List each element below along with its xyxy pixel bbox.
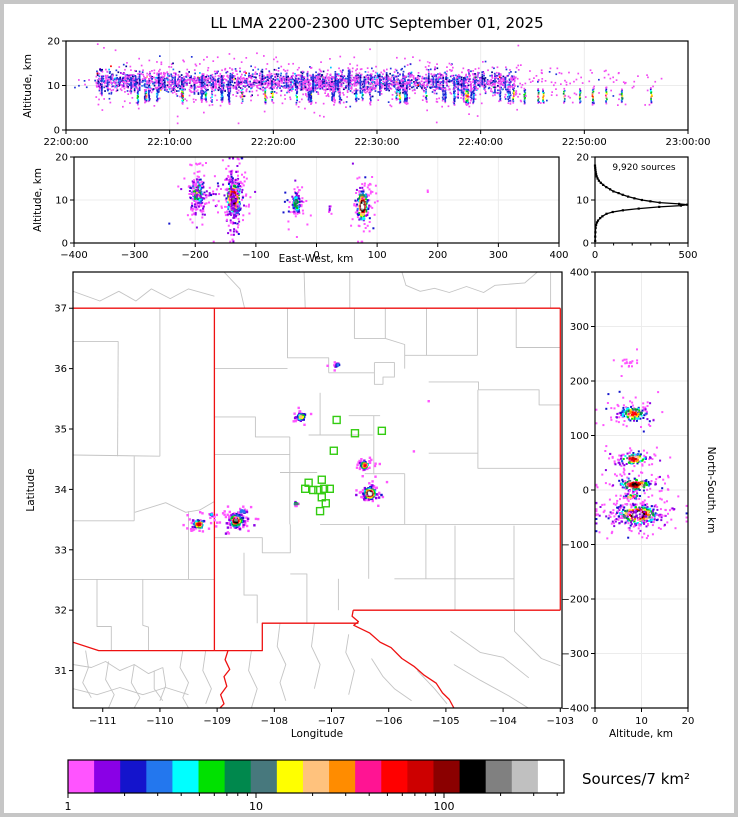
lma-figure-canvas: LL LMA 2200-2300 UTC September 01, 2025 … — [22, 14, 717, 813]
density-colorbar: 1 10 100 — [65, 759, 565, 813]
plot-title: LL LMA 2200-2300 UTC September 01, 2025 — [210, 14, 543, 32]
svg-text:22:40:00: 22:40:00 — [458, 137, 503, 148]
colorbar-units-label: Sources/7 km² — [582, 770, 690, 788]
panel-time-altitude: 22:00:00 22:10:00 22:20:00 22:30:00 22:40:00… — [44, 37, 711, 149]
map-x-axis-label: Longitude — [291, 728, 343, 740]
histogram-source-count: 9,920 sources — [612, 163, 676, 173]
ew-panel-y-axis-label: Altitude, km — [32, 168, 44, 232]
svg-text:22:20:00: 22:20:00 — [251, 137, 296, 148]
svg-text:0: 0 — [54, 126, 60, 137]
svg-text:22:30:00: 22:30:00 — [355, 137, 400, 148]
svg-text:20: 20 — [47, 37, 60, 48]
svg-text:23:00:00: 23:00:00 — [666, 137, 711, 148]
ns-panel-y-axis-label: North-South, km — [705, 447, 717, 534]
map-y-axis-label: Latitude — [25, 468, 37, 511]
svg-text:22:10:00: 22:10:00 — [147, 137, 192, 148]
svg-text:22:00:00: 22:00:00 — [44, 137, 89, 148]
panel-plan-view-map: −111 −110 −109 −108 −107 −106 −105 −104 −1033132… — [54, 271, 574, 727]
svg-text:22:50:00: 22:50:00 — [562, 137, 607, 148]
ns-panel-x-axis-label: Altitude, km — [609, 728, 673, 740]
svg-text:10: 10 — [47, 81, 60, 92]
time-panel-y-axis-label: Altitude, km — [22, 54, 34, 118]
ew-panel-x-axis-label: East-West, km — [279, 253, 354, 265]
